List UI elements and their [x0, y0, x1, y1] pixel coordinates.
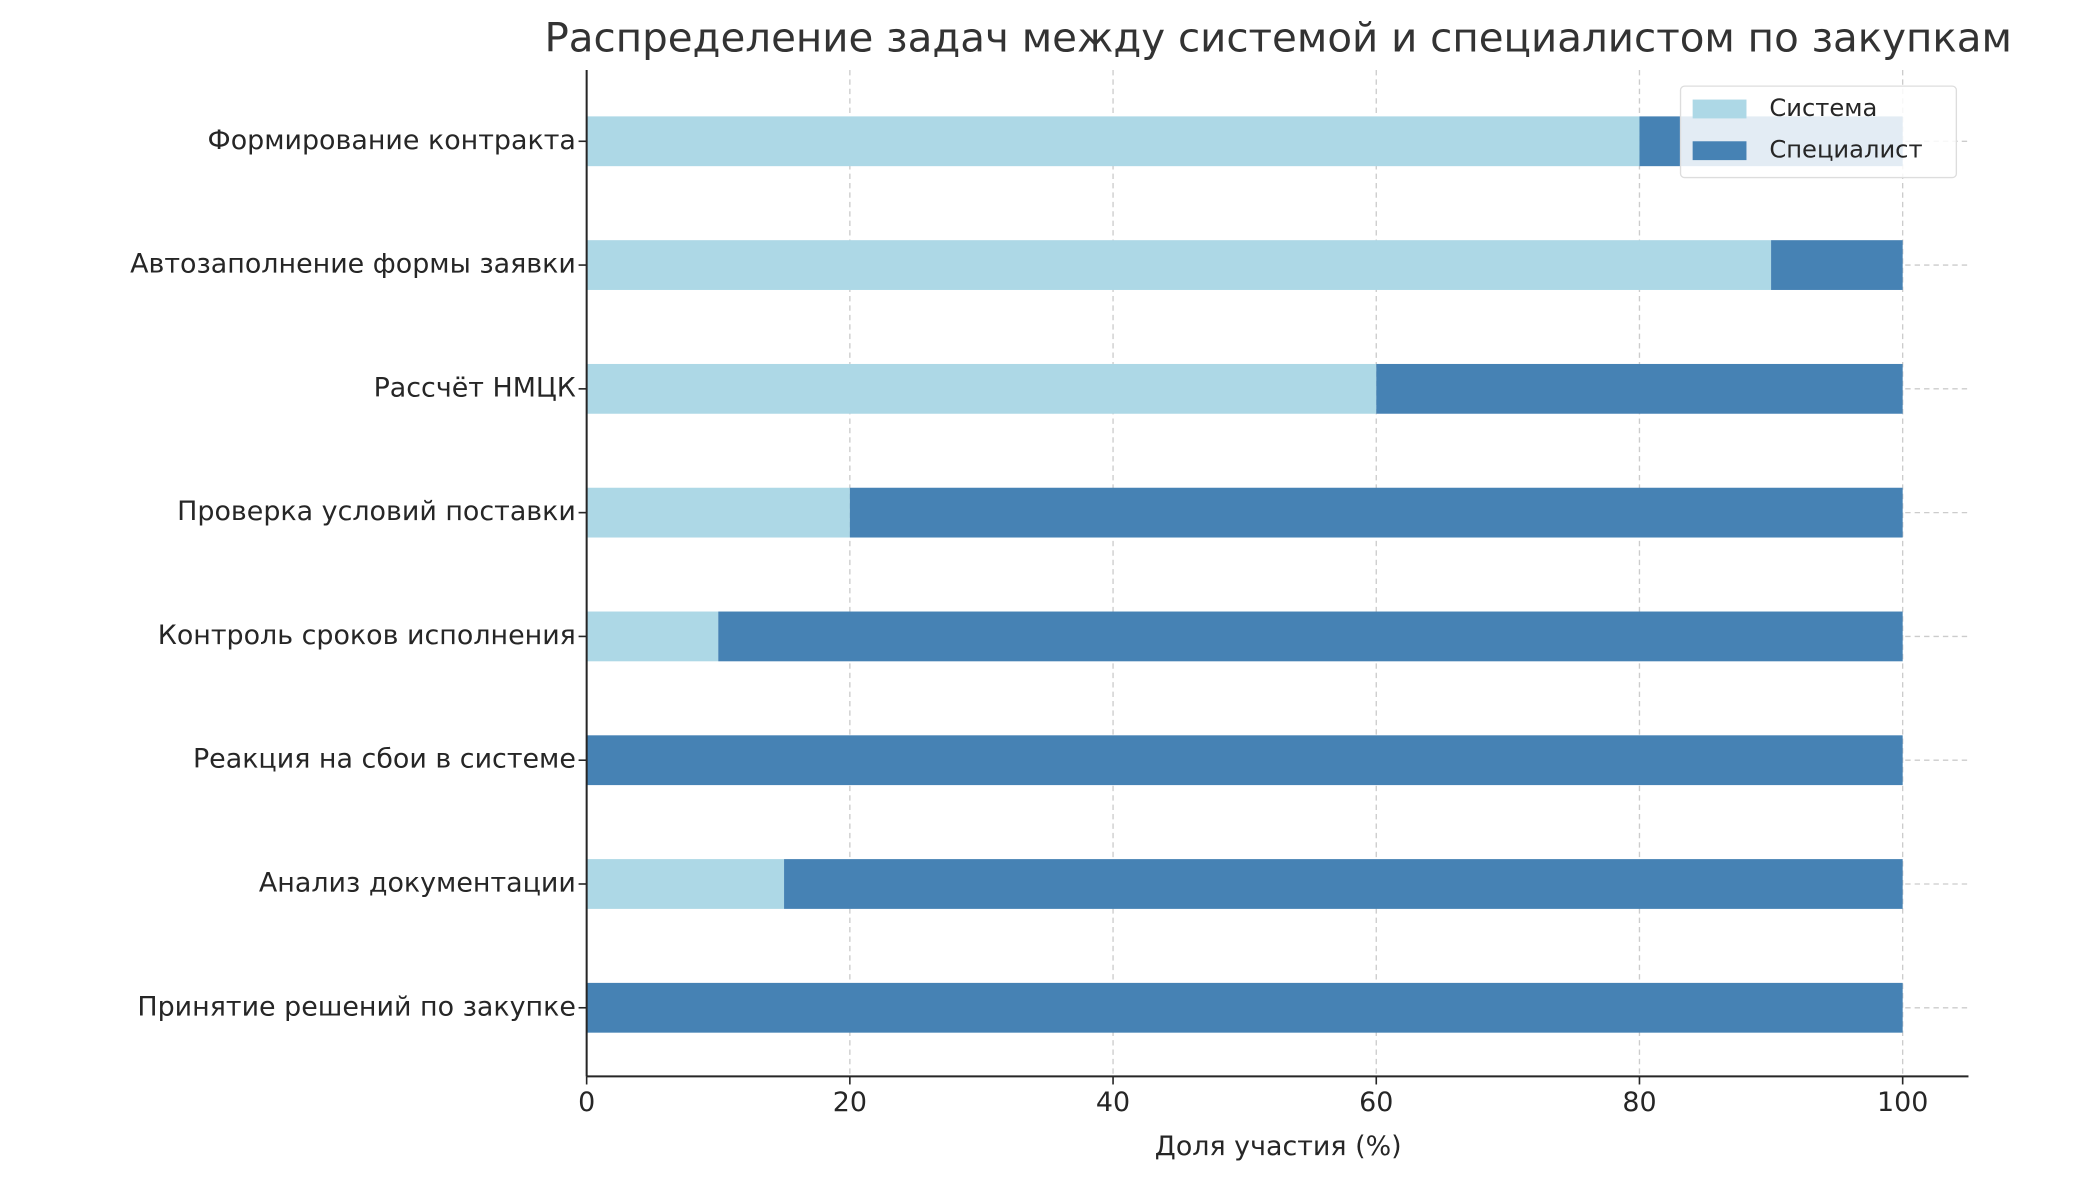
y-tick-label: Анализ документации: [259, 867, 576, 898]
bar: [1376, 363, 1903, 414]
x-tick-label: 0: [578, 1087, 595, 1118]
legend-label: Специалист: [1769, 136, 1922, 164]
y-tick-label: Проверка условий поставки: [177, 496, 576, 527]
x-tick-label: 20: [833, 1087, 867, 1118]
bar: [586, 735, 1903, 786]
bar: [586, 982, 1903, 1033]
y-tick-label: Рассчёт НМЦК: [374, 372, 576, 403]
legend-swatch: [1692, 141, 1747, 161]
bar: [586, 240, 1772, 290]
legend-swatch: [1692, 99, 1747, 119]
chart-title: Распределение задач между системой и спе…: [544, 14, 2012, 61]
bar: [586, 116, 1640, 167]
bar: [586, 859, 785, 909]
x-tick-label: 40: [1096, 1087, 1130, 1118]
y-tick-label: Контроль сроков исполнения: [158, 620, 576, 651]
x-tick-label: 80: [1622, 1087, 1656, 1118]
bar: [1771, 240, 1903, 290]
bar: [784, 859, 1903, 909]
y-tick-label: Формирование контракта: [208, 125, 576, 156]
y-tick-label: Автозаполнение формы заявки: [130, 249, 576, 280]
bar: [718, 611, 1903, 662]
bar: [586, 363, 1377, 414]
y-tick-label: Принятие решений по закупке: [137, 991, 575, 1022]
bar: [849, 487, 1903, 538]
x-tick-label: 100: [1877, 1087, 1928, 1118]
bar: [586, 611, 719, 662]
bar: [586, 487, 850, 538]
x-axis-label: Доля участия (%): [1155, 1131, 1402, 1162]
legend-label: Система: [1769, 94, 1877, 122]
legend-box: [1679, 85, 1958, 179]
y-tick-label: Реакция на сбои в системе: [193, 744, 576, 775]
x-tick-label: 60: [1359, 1087, 1393, 1118]
